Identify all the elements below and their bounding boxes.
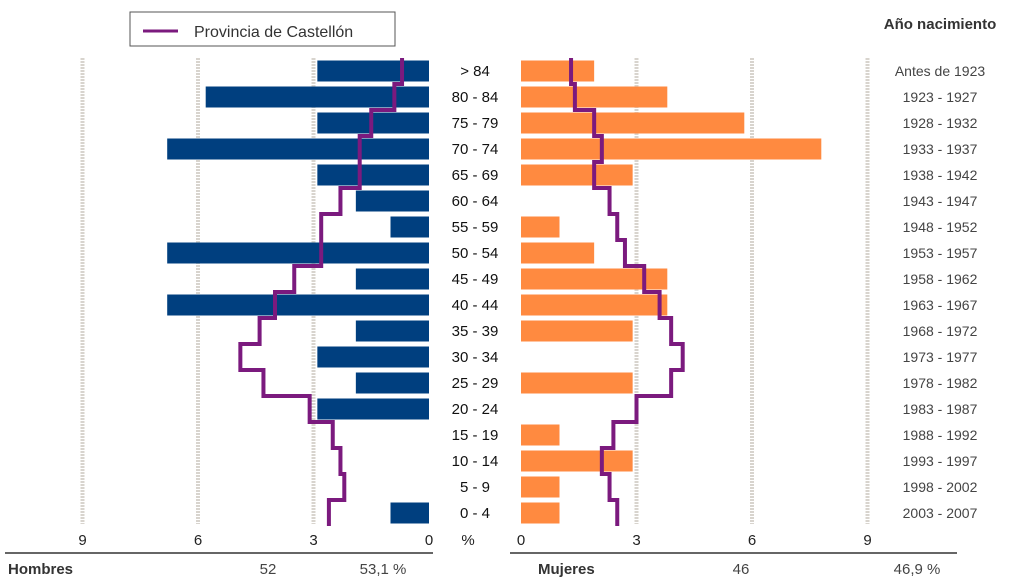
birth-year-label: 1958 - 1962	[903, 271, 978, 287]
bar-men	[167, 138, 429, 160]
age-group-label: 55 - 59	[452, 219, 499, 236]
birth-year-label: 1938 - 1942	[903, 167, 978, 183]
age-group-label: 75 - 79	[452, 115, 499, 132]
birth-year-label: 1998 - 2002	[903, 479, 978, 495]
bars	[167, 60, 822, 524]
age-group-label: 5 - 9	[460, 479, 490, 496]
age-group-label: 15 - 19	[452, 427, 499, 444]
bar-women	[521, 268, 668, 290]
bar-men	[317, 346, 429, 368]
x-tick-label-right: 3	[632, 532, 640, 549]
age-group-label: 80 - 84	[452, 89, 499, 106]
women-label: Mujeres	[538, 561, 595, 578]
bar-men	[390, 502, 429, 524]
age-group-label: 0 - 4	[460, 505, 490, 522]
bar-women	[521, 242, 595, 264]
x-tick-label-left: 3	[309, 532, 317, 549]
age-group-label: 35 - 39	[452, 323, 499, 340]
bar-women	[521, 216, 560, 238]
bar-women	[521, 476, 560, 498]
birth-year-label: 1968 - 1972	[903, 323, 978, 339]
age-group-label: 40 - 44	[452, 297, 499, 314]
bar-women	[521, 320, 633, 342]
birth-year-label: 1988 - 1992	[903, 427, 978, 443]
birth-year-label: 1953 - 1957	[903, 245, 978, 261]
birth-year-label: 1978 - 1982	[903, 375, 978, 391]
birth-year-label: 2003 - 2007	[903, 505, 978, 521]
legend-label: Provincia de Castellón	[194, 24, 353, 41]
birth-year-label: 1943 - 1947	[903, 193, 978, 209]
bar-men	[355, 268, 429, 290]
legend: Provincia de Castellón	[129, 11, 396, 47]
bar-women	[521, 86, 668, 108]
percent-symbol: %	[461, 532, 474, 549]
x-tick-label-left: 6	[194, 532, 202, 549]
age-group-label: 20 - 24	[452, 401, 499, 418]
age-group-label: 30 - 34	[452, 349, 499, 366]
birth-year-label: 1923 - 1927	[903, 89, 978, 105]
bar-men	[355, 372, 429, 394]
reference-line-men	[238, 58, 405, 526]
bar-men	[317, 164, 429, 186]
bar-men	[317, 60, 429, 82]
labels: 0 0 3 3 6 6 9 9 > 84 Antes de 1923 80 - 84 1923 - 1…	[78, 63, 985, 549]
bar-men	[205, 86, 429, 108]
birth-year-label: 1948 - 1952	[903, 219, 978, 235]
bar-women	[521, 424, 560, 446]
bar-men	[317, 398, 429, 420]
birth-year-label: 1933 - 1937	[903, 141, 978, 157]
bar-men	[355, 320, 429, 342]
legend-box	[129, 11, 396, 47]
women-count: 46	[733, 561, 750, 578]
bar-women	[521, 112, 745, 134]
age-group-label: 25 - 29	[452, 375, 499, 392]
age-group-label: > 84	[460, 63, 490, 80]
age-group-label: 10 - 14	[452, 453, 499, 470]
age-group-label: 45 - 49	[452, 271, 499, 288]
men-count: 52	[260, 561, 277, 578]
reference-line-women	[569, 58, 685, 526]
men-label: Hombres	[8, 561, 73, 578]
grid-lines	[80, 58, 870, 524]
bar-men	[167, 294, 429, 316]
birth-year-label: 1928 - 1932	[903, 115, 978, 131]
birth-year-label: 1973 - 1977	[903, 349, 978, 365]
birth-year-label: 1983 - 1987	[903, 401, 978, 417]
reference-lines	[238, 58, 685, 526]
bar-men	[390, 216, 429, 238]
x-tick-label-right: 0	[517, 532, 525, 549]
bar-women	[521, 502, 560, 524]
women-percent: 46,9 %	[894, 561, 941, 578]
x-tick-label-left: 9	[78, 532, 86, 549]
age-group-label: 65 - 69	[452, 167, 499, 184]
bar-women	[521, 164, 633, 186]
men-percent: 53,1 %	[360, 561, 407, 578]
bar-women	[521, 60, 595, 82]
birth-year-label: Antes de 1923	[895, 63, 986, 79]
age-group-label: 50 - 54	[452, 245, 499, 262]
x-tick-label-right: 9	[863, 532, 871, 549]
birth-year-label: 1963 - 1967	[903, 297, 978, 313]
birth-year-header: Año nacimiento	[884, 16, 997, 33]
bar-men	[167, 242, 429, 264]
bar-women	[521, 294, 668, 316]
age-group-label: 60 - 64	[452, 193, 499, 210]
birth-year-label: 1993 - 1997	[903, 453, 978, 469]
x-tick-label-right: 6	[748, 532, 756, 549]
bar-women	[521, 138, 822, 160]
bar-women	[521, 450, 633, 472]
age-group-label: 70 - 74	[452, 141, 499, 158]
x-tick-label-left: 0	[425, 532, 433, 549]
bar-women	[521, 372, 633, 394]
bar-men	[355, 190, 429, 212]
